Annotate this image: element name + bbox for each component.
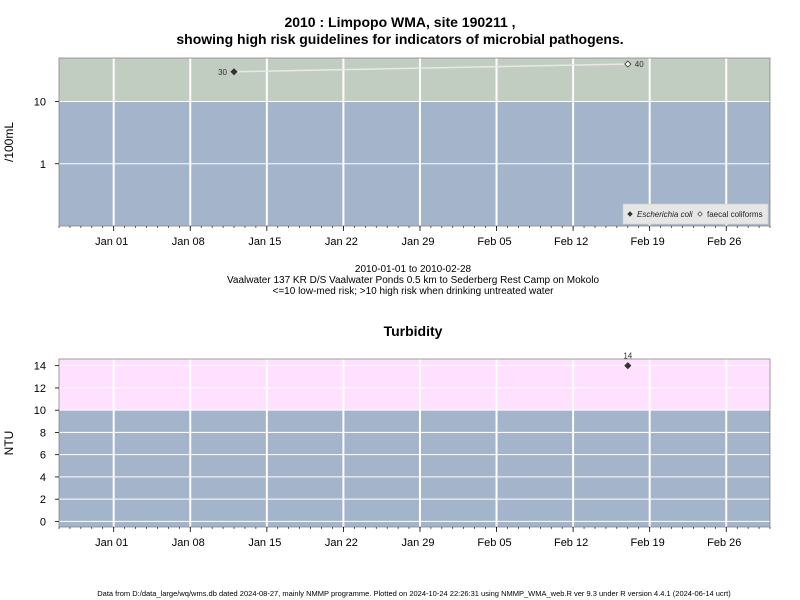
series-connector-line [233,63,628,73]
high-risk-band [59,359,770,411]
legend-label: faecal coliforms [707,210,763,219]
legend-label: Escherichia coli [637,210,693,219]
legend: Escherichia coli faecal coliforms [622,203,769,225]
x-tick-label: Feb 26 [707,236,741,248]
x-tick-label: Feb 12 [554,236,588,248]
data-point-turbidity [624,362,632,370]
plot-frame [58,358,771,528]
legend-box [622,203,769,225]
footer-note: Data from D:/data_large/wq/wms.db dated … [97,589,731,598]
chart-title-line-2: showing high risk guidelines for indicat… [176,31,624,47]
y-tick-label: 2 [40,494,46,506]
y-axis-title: /100mL [2,122,16,162]
data-point-faecal-coliforms [624,60,632,68]
y-tick-label: 1 [40,159,46,171]
x-tick-label: Jan 29 [401,537,434,549]
data-label: 40 [635,60,644,69]
x-tick-label: Jan 29 [401,236,434,248]
data-point-escherichia-coli [230,68,238,76]
data-label: 30 [218,68,227,77]
y-tick-label: 4 [40,472,46,484]
x-tick-label: Feb 19 [631,537,665,549]
chart-panel-2: Jan 01 Jan 08 Jan 15 Jan 22 Jan 29 Feb 05 Feb … [2,352,771,549]
plot-frame [58,57,771,227]
x-tick-label: Feb 12 [554,537,588,549]
x-tick-label: Feb 26 [707,537,741,549]
y-tick-label: 14 [34,361,46,373]
chart-title-line-1: 2010 : Limpopo WMA, site 190211 , [284,14,516,30]
high-risk-band [59,58,770,102]
low-risk-band [59,410,770,527]
y-tick-label: 0 [40,516,46,528]
y-tick-label: 10 [34,405,46,417]
y-axis-title: NTU [2,431,16,456]
x-tick-label: Jan 08 [172,537,205,549]
x-tick-label: Jan 01 [95,537,128,549]
x-tick-label: Jan 22 [325,537,358,549]
y-tick-label: 10 [34,97,46,109]
date-range-text: 2010-01-01 to 2010-02-28 [354,264,472,275]
risk-guideline-text: <=10 low-med risk; >10 high risk when dr… [272,286,554,297]
data-label: 14 [623,352,632,361]
x-tick-label: Jan 22 [325,236,358,248]
y-tick-label: 6 [40,450,46,462]
legend-marker [697,211,703,217]
x-tick-label: Jan 15 [248,537,281,549]
x-tick-label: Jan 08 [172,236,205,248]
turbidity-chart-title: Turbidity [383,323,443,339]
x-tick-label: Feb 05 [477,236,511,248]
site-description-text: Vaalwater 137 KR D/S Vaalwater Ponds 0.5… [226,275,600,286]
y-tick-label: 12 [34,383,46,395]
y-tick-label: 8 [40,427,46,439]
x-tick-label: Jan 01 [95,236,128,248]
x-tick-label: Feb 05 [477,537,511,549]
legend-marker [627,211,633,217]
chart-panel-1: Jan 01 Jan 08 Jan 15 Jan 22 Jan 29 Feb 05 Feb … [2,57,771,248]
x-tick-label: Feb 19 [631,236,665,248]
x-tick-label: Jan 15 [248,236,281,248]
